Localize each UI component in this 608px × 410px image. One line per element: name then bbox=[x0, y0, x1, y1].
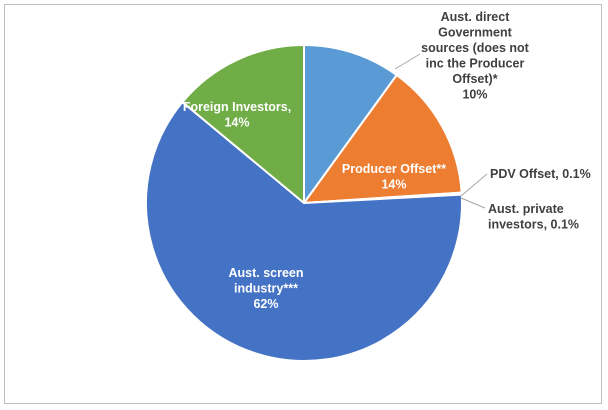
pie-slice-6 bbox=[181, 44, 305, 204]
slice-label-2: Producer Offset** 14% bbox=[342, 162, 446, 192]
leader-line-1 bbox=[394, 53, 421, 70]
leader-line-3 bbox=[460, 173, 488, 197]
pie-slice-5 bbox=[145, 101, 463, 362]
pie-slice-2 bbox=[303, 74, 463, 204]
slice-label-6: Foreign Investors, 14% bbox=[183, 100, 291, 130]
slice-label-4: Aust. private investors, 0.1% bbox=[488, 202, 579, 232]
slice-label-1: Aust. direct Government sources (does not i… bbox=[421, 10, 529, 102]
leader-line-4 bbox=[460, 197, 486, 209]
slice-label-5: Aust. screen industry*** 62% bbox=[228, 266, 303, 311]
slice-label-3: PDV Offset, 0.1% bbox=[490, 167, 591, 181]
pie-slice-1 bbox=[303, 44, 398, 204]
